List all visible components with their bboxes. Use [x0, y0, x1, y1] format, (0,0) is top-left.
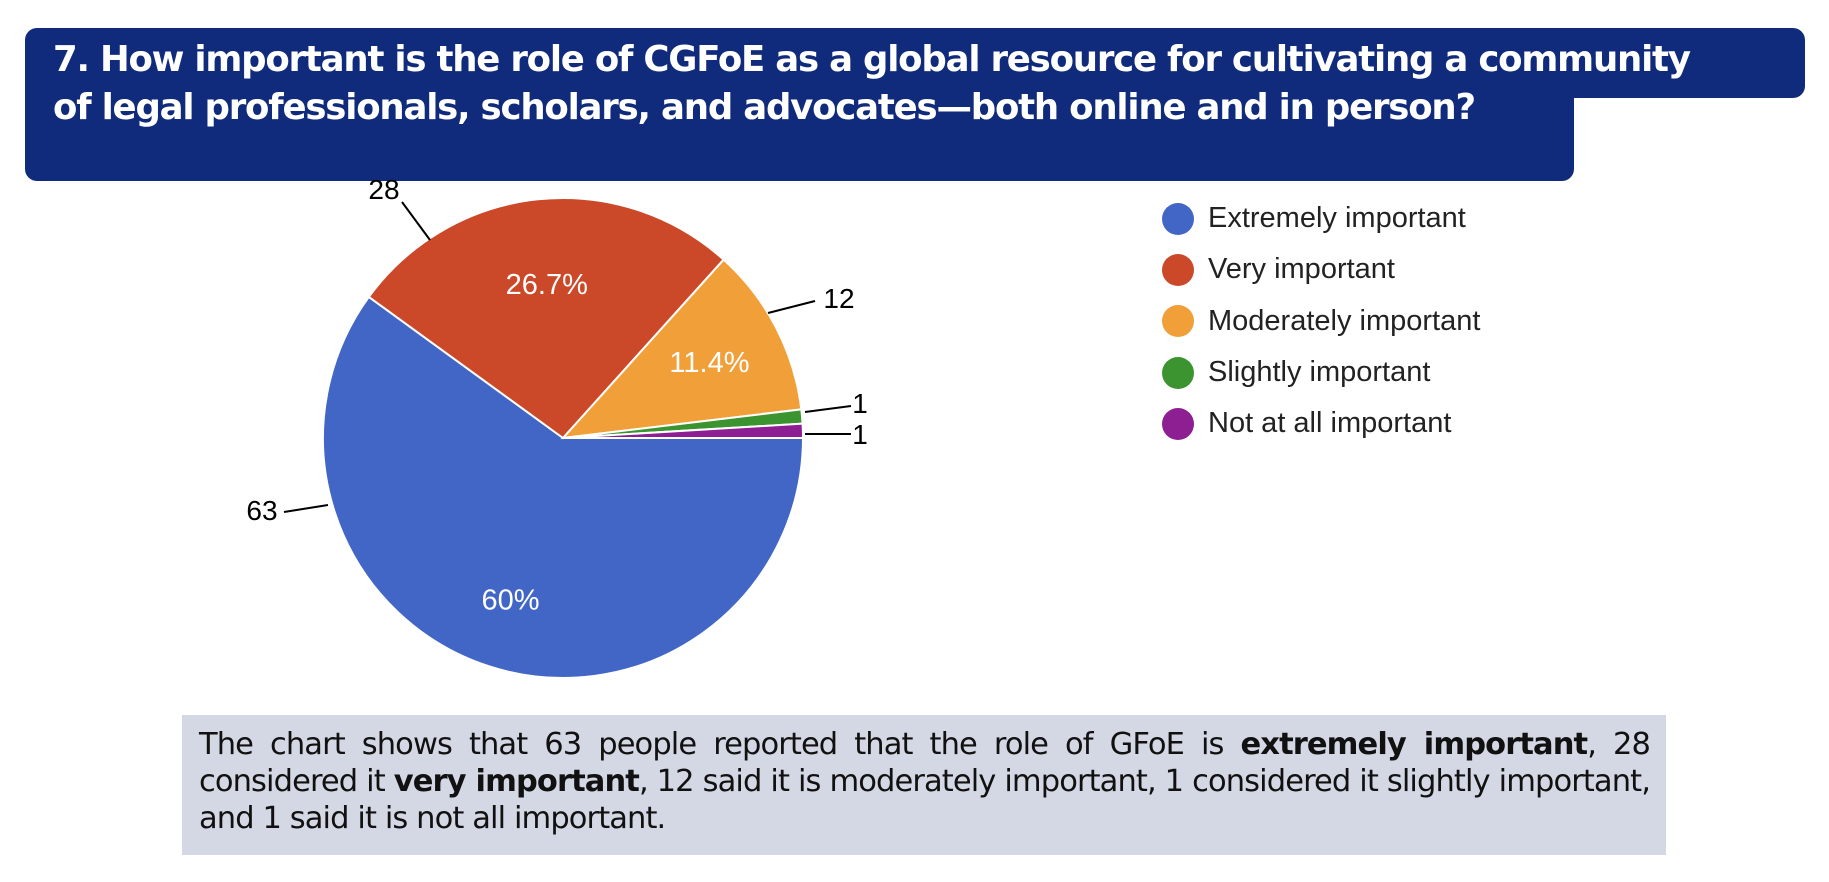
legend-item: Very important [1162, 244, 1480, 295]
summary-part-2: , 28 considered it [199, 727, 1651, 799]
value-label: 12 [823, 283, 854, 314]
summary-part-1: The chart shows that 63 people reported … [199, 727, 1241, 762]
legend-dot-icon [1162, 407, 1194, 440]
pie-slice-moderately-important [560, 258, 803, 440]
chart-title: 7. How important is the role of CGFoE as… [53, 36, 1813, 132]
value-label: 1 [852, 388, 868, 419]
title-line-1: 7. How important is the role of CGFoE as… [53, 39, 1691, 80]
title-banner-background-lower [25, 68, 1574, 181]
title-line-2: of legal professionals, scholars, and ad… [53, 87, 1476, 128]
legend-dot-icon [1162, 356, 1194, 389]
pie-slice-very-important [367, 197, 726, 440]
legend-label: Slightly important [1208, 356, 1431, 389]
summary-bold-very: very important [393, 764, 640, 799]
summary-bold-extremely: extremely important [1240, 727, 1589, 762]
value-label: 1 [852, 419, 868, 450]
percent-label: 26.7% [506, 269, 588, 301]
value-label: 28 [368, 174, 399, 205]
pie-slice-extremely-important [322, 295, 805, 679]
legend-item: Extremely important [1162, 193, 1480, 244]
percent-label: 60% [481, 585, 539, 617]
pie-chart: 60% 26.7% 11.4% 63 28 12 11 [246, 174, 868, 679]
legend-label: Extremely important [1208, 202, 1466, 235]
legend-item: Not at all important [1162, 398, 1480, 449]
legend-label: Moderately important [1208, 304, 1481, 337]
summary-part-3: , 12 said it is moderately important, 1 … [199, 764, 1651, 836]
leader-line [767, 300, 816, 314]
leader-line [401, 201, 431, 241]
legend-dot-icon [1162, 202, 1194, 235]
leader-line [283, 504, 329, 513]
value-label: 63 [246, 495, 277, 526]
legend-dot-icon [1162, 253, 1194, 286]
legend: Extremely important Very important Moderat… [1162, 193, 1480, 449]
legend-item: Slightly important [1162, 347, 1480, 398]
pie-slice-not-at-all-important [562, 422, 805, 439]
summary-text: The chart shows that 63 people reported … [199, 726, 1651, 837]
legend-item: Moderately important [1162, 296, 1480, 347]
percent-label: 11.4% [669, 347, 749, 379]
leader-line [804, 405, 852, 413]
legend-label: Not at all important [1208, 407, 1452, 440]
legend-label: Very important [1208, 253, 1395, 286]
legend-dot-icon [1162, 305, 1194, 338]
summary-box: The chart shows that 63 people reported … [182, 715, 1666, 855]
